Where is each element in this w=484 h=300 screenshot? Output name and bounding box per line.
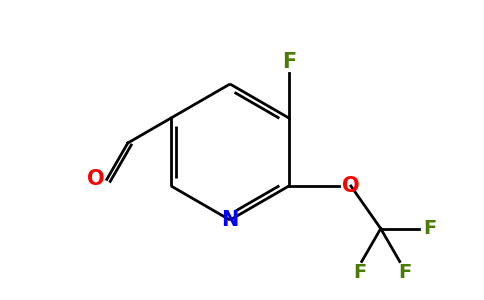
Text: F: F <box>282 52 296 72</box>
Text: O: O <box>342 176 360 196</box>
Text: F: F <box>398 263 411 282</box>
Text: F: F <box>423 219 437 238</box>
Text: F: F <box>353 263 366 282</box>
Text: N: N <box>221 210 239 230</box>
Text: O: O <box>87 169 105 189</box>
